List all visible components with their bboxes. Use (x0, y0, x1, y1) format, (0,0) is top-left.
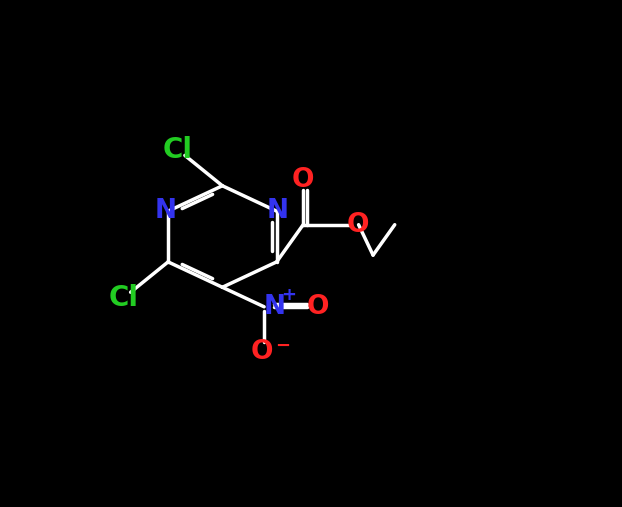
Text: +: + (282, 286, 297, 304)
Text: O: O (346, 212, 369, 238)
Text: −: − (275, 337, 290, 354)
Text: Cl: Cl (162, 135, 193, 164)
Text: N: N (155, 198, 177, 224)
Text: N: N (264, 294, 286, 320)
Text: O: O (292, 167, 314, 193)
Text: O: O (307, 294, 330, 320)
Text: N: N (267, 198, 289, 224)
Text: O: O (251, 339, 273, 365)
Text: Cl: Cl (108, 284, 138, 312)
